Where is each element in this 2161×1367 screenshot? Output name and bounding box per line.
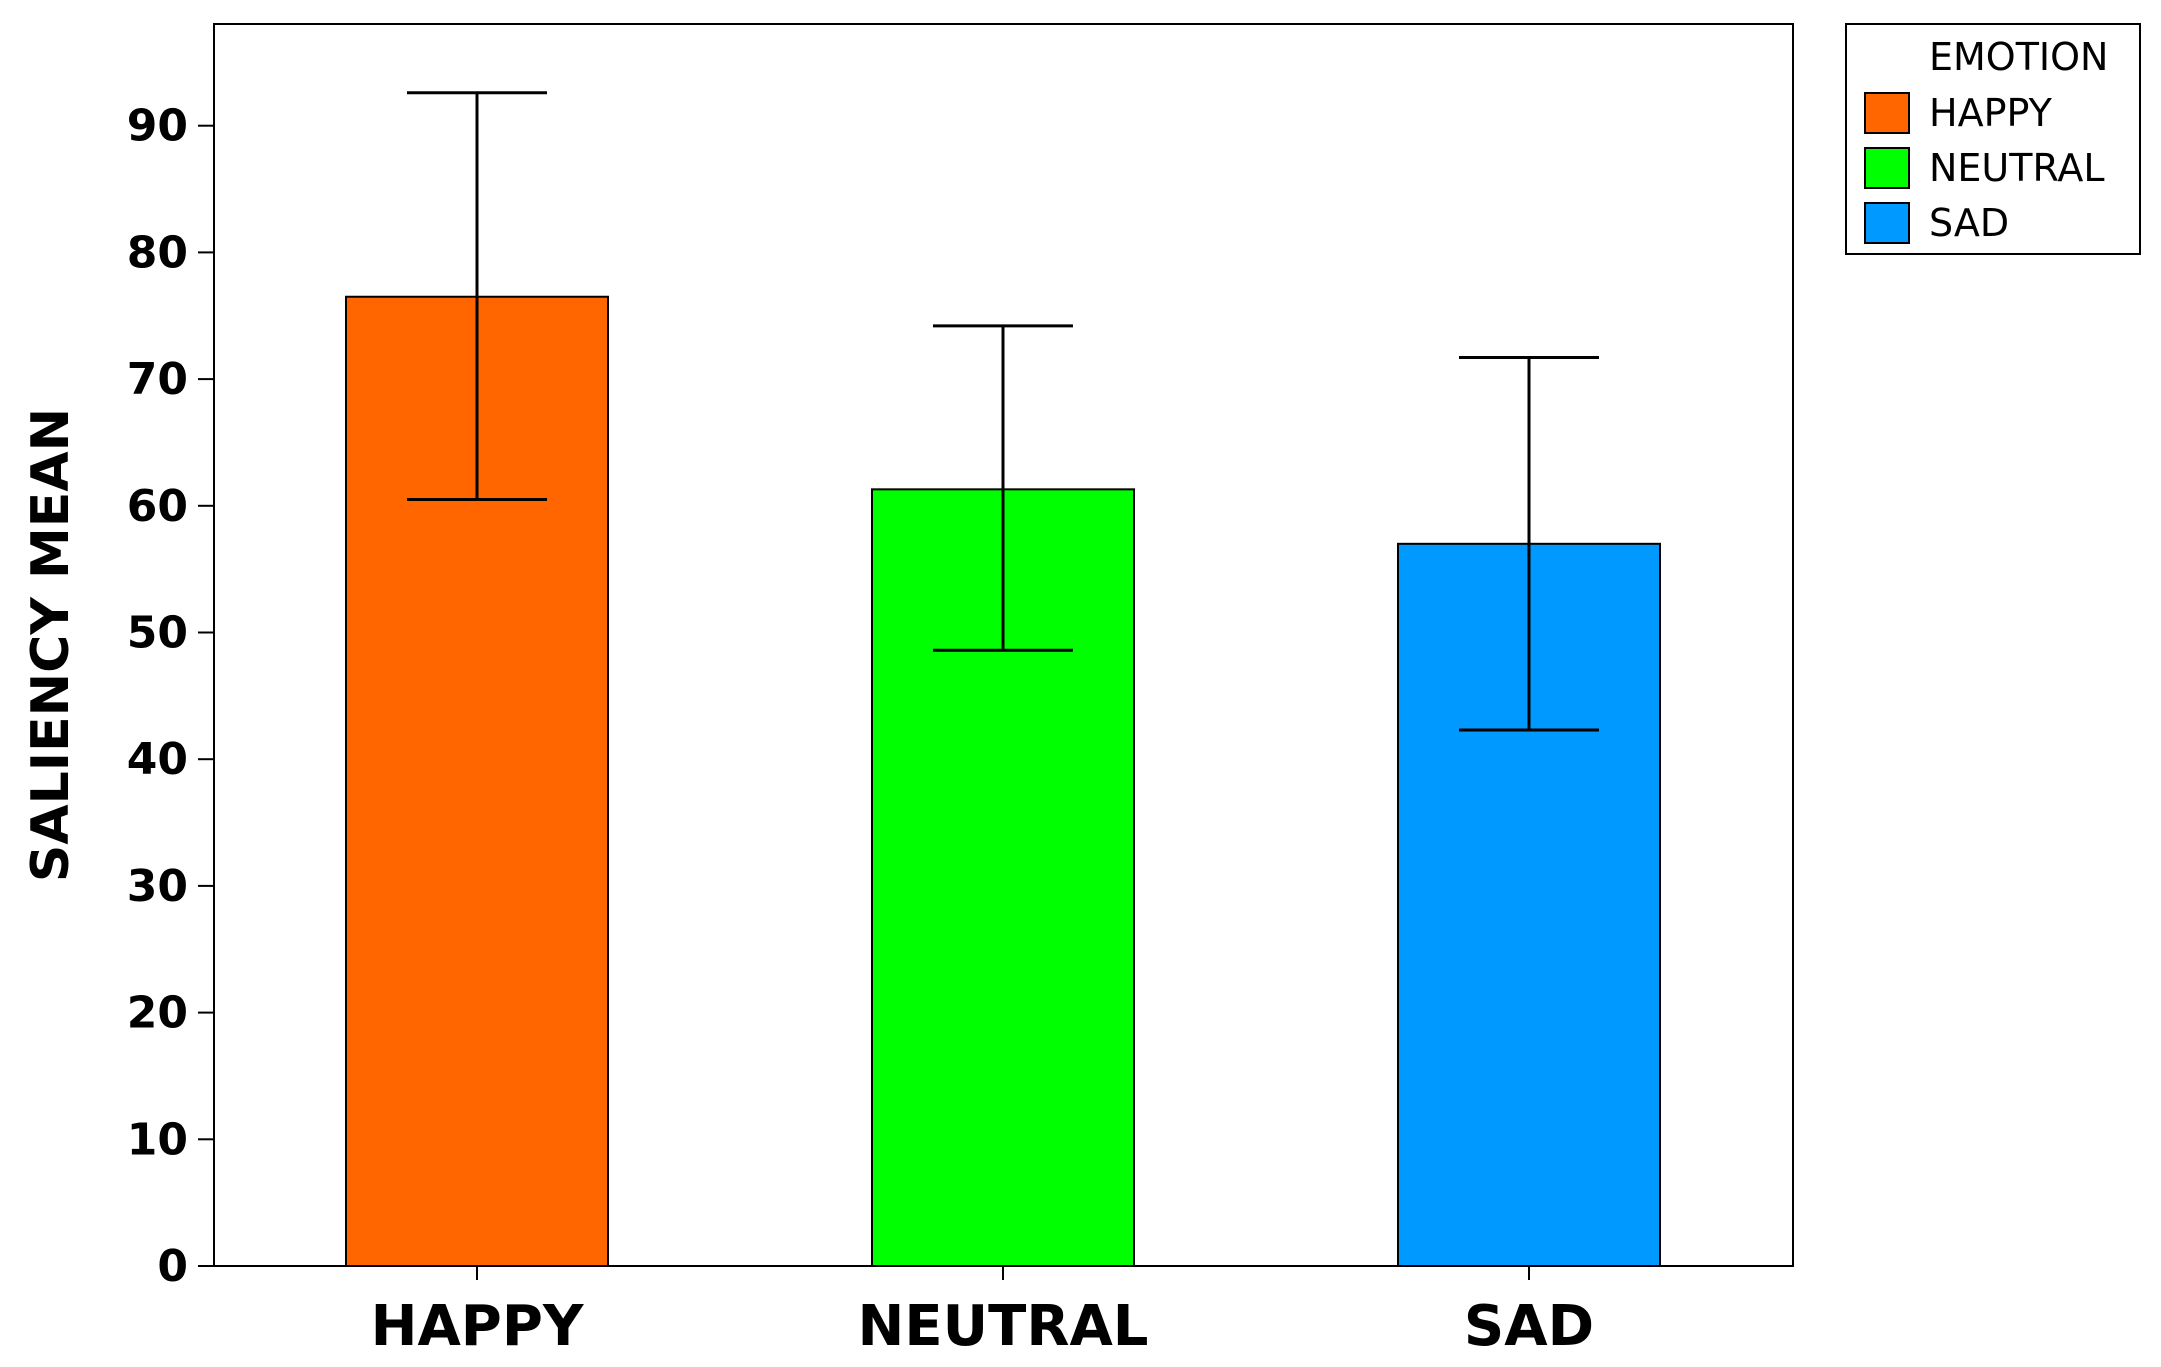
y-tick-label: 0 [157, 1241, 188, 1292]
legend: EMOTION HAPPY NEUTRAL SAD [1845, 23, 2141, 255]
y-tick-label: 50 [127, 608, 188, 659]
legend-title: EMOTION [1929, 35, 2108, 79]
x-tick-label: SAD [1464, 1294, 1594, 1359]
y-tick-label: 60 [127, 481, 188, 532]
y-tick-label: 10 [127, 1114, 188, 1165]
legend-label-neutral: NEUTRAL [1929, 146, 2105, 190]
legend-label-happy: HAPPY [1929, 91, 2053, 135]
y-tick-label: 30 [127, 861, 188, 912]
error-bars-layer [407, 91, 1599, 732]
y-tick-label: 70 [127, 354, 188, 405]
legend-swatch-sad [1864, 202, 1910, 244]
legend-swatch-neutral [1864, 147, 1910, 189]
y-tick-label: 90 [127, 101, 188, 152]
legend-label-sad: SAD [1929, 201, 2009, 245]
x-tick-label: HAPPY [371, 1294, 585, 1359]
legend-swatch-happy [1864, 92, 1910, 134]
y-tick-label: 20 [127, 988, 188, 1039]
x-axis: HAPPY NEUTRAL SAD [371, 1266, 1594, 1359]
y-tick-label: 40 [127, 734, 188, 785]
y-axis-title: SALIENCY MEAN [21, 408, 81, 882]
y-axis: 0 10 20 30 40 50 60 70 80 90 [127, 101, 214, 1292]
x-tick-label: NEUTRAL [858, 1294, 1149, 1359]
legend-entries: HAPPY NEUTRAL SAD [1864, 91, 2105, 245]
y-tick-label: 80 [127, 227, 188, 278]
